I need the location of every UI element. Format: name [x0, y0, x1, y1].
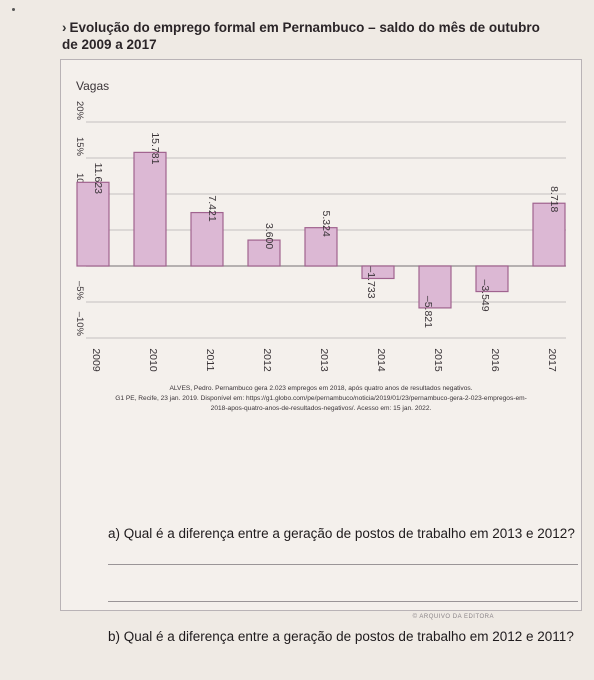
- chevron-right-icon: ›: [62, 20, 67, 35]
- answer-line-a: [108, 564, 578, 565]
- tick-label-5: 15%: [74, 137, 85, 157]
- bar-2010: [133, 151, 167, 267]
- bar-2016: [475, 265, 509, 293]
- data-label-2016: –3.549: [479, 279, 491, 311]
- category-label-2010: 2010: [147, 348, 159, 372]
- data-label-2012: 3.600: [263, 223, 275, 249]
- data-label-2015: –5.821: [422, 296, 434, 328]
- image-credit: © ARQUIVO DA EDITORA: [412, 614, 494, 620]
- chart-frame: Vagas–10%–5%05%10%15%20%11.623200915.781…: [60, 59, 582, 611]
- data-label-2017: 8.718: [548, 186, 560, 212]
- data-label-2014: –1.733: [365, 266, 377, 298]
- y-axis-title: Vagas: [76, 79, 109, 93]
- bar-2011: [190, 211, 224, 267]
- source-line-3: 2018-apos-quatro-anos-de-resultados-nega…: [211, 405, 432, 412]
- source-line-2: G1 PE, Recife, 23 jan. 2019. Disponível …: [115, 395, 527, 402]
- answer-line-b: [108, 601, 578, 602]
- category-label-2014: 2014: [375, 348, 387, 372]
- bar-2014: [361, 265, 395, 280]
- category-label-2017: 2017: [546, 348, 558, 372]
- title-line-1: Evolução do emprego formal em Pernambuco…: [69, 20, 540, 35]
- category-label-2015: 2015: [432, 348, 444, 372]
- tick-label-1: –5%: [74, 281, 85, 301]
- category-label-2013: 2013: [318, 348, 330, 372]
- tick-label-6: 20%: [74, 101, 85, 121]
- bar-chart: Vagas–10%–5%05%10%15%20%11.623200915.781…: [74, 79, 566, 412]
- data-label-2013: 5.324: [320, 211, 332, 237]
- bar-2013: [304, 227, 338, 267]
- bar-2015: [418, 265, 452, 309]
- data-label-2009: 11.623: [92, 163, 104, 194]
- category-label-2009: 2009: [90, 348, 102, 372]
- page-title: › Evolução do emprego formal em Pernambuc…: [62, 19, 582, 53]
- bar-2009: [76, 181, 110, 267]
- data-label-2010: 15.781: [149, 132, 161, 164]
- bar-2012: [247, 239, 281, 267]
- category-label-2016: 2016: [489, 348, 501, 372]
- source-line-1: ALVES, Pedro. Pernambuco gera 2.023 empr…: [169, 385, 472, 392]
- category-label-2011: 2011: [204, 349, 216, 372]
- question-b: b) Qual é a diferença entre a geração de…: [108, 629, 574, 644]
- bar-2017: [532, 202, 566, 267]
- data-label-2011: 7.421: [206, 195, 218, 221]
- corner-mark: [12, 8, 15, 11]
- title-line-2: de 2009 a 2017: [62, 37, 157, 52]
- question-a: a) Qual é a diferença entre a geração de…: [108, 526, 575, 541]
- category-label-2012: 2012: [261, 348, 273, 372]
- tick-label-0: –10%: [74, 312, 85, 337]
